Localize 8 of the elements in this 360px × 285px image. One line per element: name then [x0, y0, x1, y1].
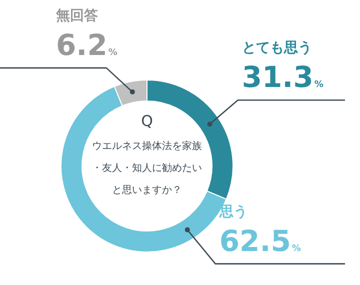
- data-label: 62.5%: [219, 224, 301, 258]
- text: ウエルネス操体法を家族・友人・知人に勧めたいと思いますか？: [92, 140, 202, 196]
- slice-label: 思う: [218, 204, 248, 220]
- data-label: 31.3%: [242, 60, 324, 94]
- slice-label: とても思う: [242, 40, 312, 56]
- data-label: 6.2%: [56, 28, 118, 62]
- slice-label: 無回答: [55, 8, 98, 24]
- text: Q: [141, 112, 153, 130]
